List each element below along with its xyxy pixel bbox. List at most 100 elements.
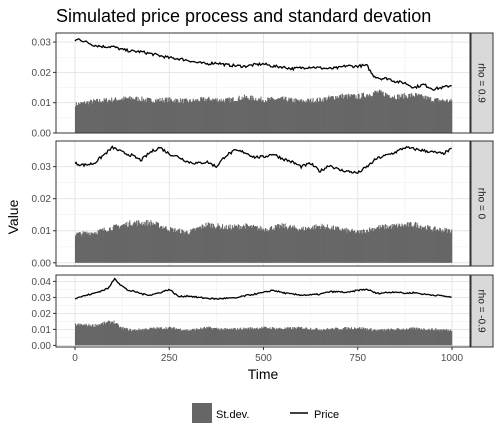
stdev-bar <box>360 229 362 263</box>
stdev-bar <box>400 96 402 133</box>
stdev-bar <box>124 96 126 133</box>
stdev-bar <box>87 232 89 263</box>
stdev-bar <box>102 101 104 133</box>
stdev-bar <box>246 95 248 133</box>
stdev-bar <box>329 229 331 263</box>
stdev-bar <box>318 101 320 133</box>
stdev-bar <box>438 231 440 263</box>
stdev-bar <box>242 226 244 263</box>
stdev-bar <box>111 230 113 263</box>
stdev-bar <box>378 91 380 133</box>
stdev-bar <box>155 101 157 133</box>
stdev-bar <box>132 225 134 263</box>
stdev-bar <box>137 330 139 346</box>
stdev-bar <box>319 329 321 346</box>
stdev-bar <box>93 326 95 346</box>
stdev-bar <box>277 98 279 133</box>
stdev-bar <box>290 228 292 263</box>
stdev-bar <box>431 328 433 346</box>
stdev-bar <box>448 100 451 133</box>
stdev-bar <box>202 97 204 133</box>
stdev-bar <box>366 229 368 263</box>
stdev-bar <box>320 330 322 346</box>
stdev-bar <box>398 223 400 263</box>
stdev-bar <box>306 227 308 263</box>
stdev-bar <box>96 98 98 133</box>
stdev-bar <box>411 327 413 346</box>
stdev-bar <box>172 227 174 263</box>
stdev-bar <box>180 232 182 263</box>
stdev-bar <box>378 329 380 346</box>
stdev-bar <box>271 96 273 133</box>
stdev-bar <box>369 229 371 263</box>
stdev-bar <box>237 101 239 133</box>
stdev-bar <box>408 226 410 263</box>
stdev-bar <box>148 224 150 263</box>
stdev-bar <box>351 329 353 346</box>
stdev-bar <box>356 328 359 346</box>
stdev-bar <box>105 231 107 263</box>
stdev-bars <box>75 219 453 263</box>
stdev-bar <box>239 328 241 346</box>
stdev-bar <box>414 96 416 133</box>
stdev-bar <box>450 330 452 346</box>
stdev-bar <box>139 99 141 133</box>
stdev-bar <box>311 329 313 346</box>
stdev-bar <box>277 224 279 263</box>
y-tick-label: 0.02 <box>32 68 52 79</box>
stdev-bar <box>299 229 301 263</box>
stdev-bar <box>214 328 216 346</box>
stdev-bar <box>442 100 445 133</box>
stdev-bar <box>316 327 318 346</box>
stdev-bar <box>81 102 83 133</box>
stdev-bar <box>243 327 245 346</box>
stdev-bar <box>123 329 125 346</box>
stdev-bar <box>93 100 95 133</box>
stdev-bar <box>90 232 92 263</box>
stdev-bar <box>101 101 103 133</box>
stdev-bar <box>129 328 131 346</box>
stdev-bar <box>397 328 399 346</box>
stdev-bar <box>363 229 365 263</box>
stdev-bar <box>79 104 81 133</box>
stdev-bar <box>111 97 113 133</box>
stdev-bar <box>429 97 431 133</box>
stdev-bar <box>345 95 347 133</box>
stdev-bar <box>392 329 394 346</box>
stdev-bar <box>413 327 415 346</box>
stdev-bar <box>99 228 101 263</box>
stdev-bar <box>390 228 392 263</box>
stdev-bar <box>395 225 397 263</box>
stdev-bar <box>104 322 106 346</box>
stdev-bar <box>185 230 187 263</box>
stdev-bar <box>236 225 238 263</box>
stdev-bar <box>361 93 363 133</box>
stdev-bar <box>353 327 356 346</box>
stdev-bar <box>292 327 294 346</box>
stdev-bar <box>76 104 78 133</box>
stdev-bar <box>281 223 283 263</box>
stdev-bar <box>255 98 257 133</box>
stdev-bar <box>148 329 150 346</box>
stdev-bar <box>204 328 206 346</box>
stdev-bar <box>301 99 303 133</box>
stdev-bar <box>226 328 228 346</box>
stdev-bar <box>370 96 372 133</box>
stdev-bar <box>245 329 247 346</box>
stdev-bar <box>427 97 429 133</box>
stdev-bar <box>315 102 317 133</box>
stdev-bar <box>402 98 405 133</box>
stdev-bar <box>113 320 115 346</box>
stdev-bar <box>436 329 438 346</box>
stdev-bar <box>209 99 211 133</box>
stdev-bar <box>84 101 86 133</box>
stdev-bar <box>360 98 362 133</box>
stdev-bar <box>333 99 335 133</box>
stdev-bar <box>266 328 268 346</box>
stdev-bar <box>287 328 289 346</box>
stdev-bar <box>109 227 111 263</box>
stdev-bar <box>219 330 221 346</box>
stdev-bar <box>212 99 215 133</box>
stdev-bar <box>277 223 279 263</box>
